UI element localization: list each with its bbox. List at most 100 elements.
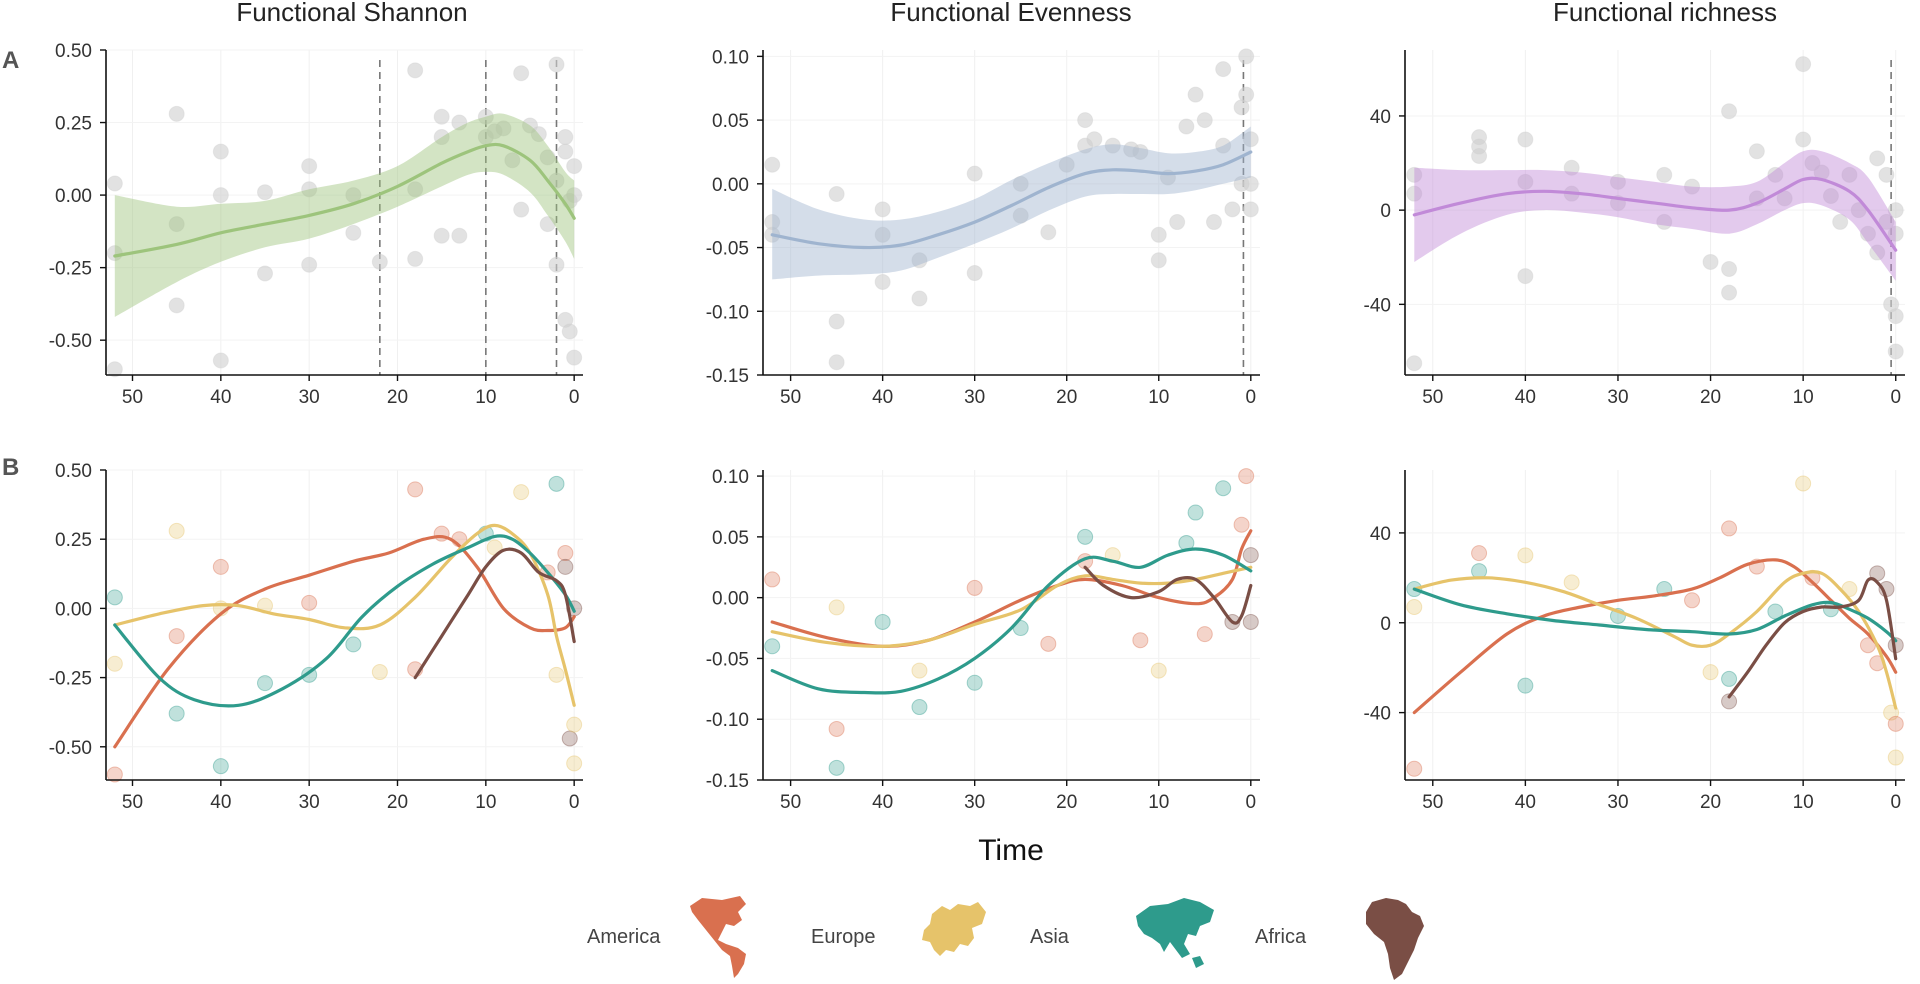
series-line-africa [1727, 576, 1898, 699]
x-tick-label: 40 [872, 387, 893, 408]
data-point [561, 730, 578, 747]
data-point [212, 758, 229, 775]
data-point [495, 120, 512, 137]
y-tick-label: 0.25 [55, 530, 92, 551]
data-point [407, 181, 424, 198]
data-point [106, 766, 123, 783]
y-tick-label: 0.05 [712, 111, 749, 132]
data-point [371, 253, 388, 270]
data-point [1406, 185, 1423, 202]
data-point [1702, 253, 1719, 270]
series-line-asia [113, 534, 576, 708]
data-point [828, 720, 845, 737]
x-tick-label: 50 [780, 387, 801, 408]
x-tick-label: 0 [1890, 792, 1901, 813]
data-point [557, 129, 574, 146]
data-point [548, 475, 565, 492]
data-point [168, 522, 185, 539]
data-point [345, 224, 362, 241]
data-point [513, 484, 530, 501]
panel-4: 50 40 30 20 10 0 0.10 0.05 0.00 -0.05 -0.10 -0.15 [706, 467, 1260, 813]
legend-label-africa: Africa [1255, 926, 1307, 948]
y-tick-label: -0.50 [49, 331, 92, 352]
data-point [1609, 173, 1626, 190]
data-point [1748, 143, 1765, 160]
x-tick-label: 50 [122, 387, 143, 408]
series-line-asia [1412, 587, 1898, 643]
y-tick-label: 0.10 [712, 47, 749, 68]
column-titles: Functional Shannon Functional Evenness F… [236, 0, 1777, 27]
row-label-a: A [2, 47, 19, 74]
data-point [1795, 56, 1812, 73]
data-point [106, 655, 123, 672]
data-point [1767, 166, 1784, 183]
data-point [966, 579, 983, 596]
x-tick-label: 0 [569, 792, 580, 813]
data-point [106, 589, 123, 606]
data-point [212, 187, 229, 204]
asia-map-icon [1136, 898, 1214, 968]
data-point [212, 558, 229, 575]
data-point [433, 129, 450, 146]
data-point [433, 108, 450, 125]
data-point [1104, 137, 1121, 154]
panel-0: 50 40 30 20 10 0 0.50 0.25 0.00 -0.25 -0.50 [49, 41, 583, 408]
data-point [1721, 693, 1738, 710]
x-tick-label: 40 [1515, 792, 1536, 813]
data-point [301, 594, 318, 611]
y-tick-label: 0.00 [712, 589, 749, 610]
data-point [345, 636, 362, 653]
data-point [1169, 214, 1186, 231]
y-tick-label: 0.00 [55, 186, 92, 207]
x-axis-label-time: Time [978, 834, 1044, 867]
series-line-africa [1083, 565, 1253, 625]
data-point [539, 149, 556, 166]
data-point [874, 226, 891, 243]
asia-shape [1136, 898, 1214, 968]
data-point [911, 252, 928, 269]
africa-shape [1366, 898, 1424, 980]
data-point [1656, 213, 1673, 230]
x-tick-label: 30 [964, 792, 985, 813]
x-tick-label: 20 [1700, 387, 1721, 408]
series-line-america [1412, 558, 1898, 715]
data-point [1215, 137, 1232, 154]
x-tick-label: 30 [964, 387, 985, 408]
series-line-asia [770, 547, 1253, 695]
data-point [1238, 468, 1255, 485]
y-tick-label: -0.25 [49, 259, 92, 280]
data-point [1242, 131, 1259, 148]
data-point [1517, 131, 1534, 148]
x-tick-label: 10 [475, 792, 496, 813]
data-point [1563, 159, 1580, 176]
data-point [1887, 749, 1904, 766]
column-title-functional-richness: Functional richness [1553, 0, 1777, 27]
data-point [566, 187, 583, 204]
x-tick-label: 40 [872, 792, 893, 813]
data-point [566, 349, 583, 366]
data-point [828, 599, 845, 616]
series-line-0 [770, 150, 1253, 250]
data-point [1832, 213, 1849, 230]
data-point [1471, 147, 1488, 164]
data-point [1196, 112, 1213, 129]
data-point [106, 361, 123, 378]
x-tick-label: 50 [122, 792, 143, 813]
data-point [764, 571, 781, 588]
data-point [1040, 635, 1057, 652]
x-tick-label: 20 [387, 792, 408, 813]
x-tick-label: 30 [299, 387, 320, 408]
data-point [828, 313, 845, 330]
data-point [874, 613, 891, 630]
data-point [1238, 48, 1255, 65]
legend-label-asia: Asia [1030, 926, 1069, 948]
confidence-band [1414, 149, 1896, 281]
data-point [168, 297, 185, 314]
data-point [212, 143, 229, 160]
x-tick-label: 20 [1056, 387, 1077, 408]
data-point [1684, 178, 1701, 195]
data-point [1242, 201, 1259, 218]
data-point [168, 216, 185, 233]
x-tick-label: 10 [475, 387, 496, 408]
data-point [1684, 592, 1701, 609]
